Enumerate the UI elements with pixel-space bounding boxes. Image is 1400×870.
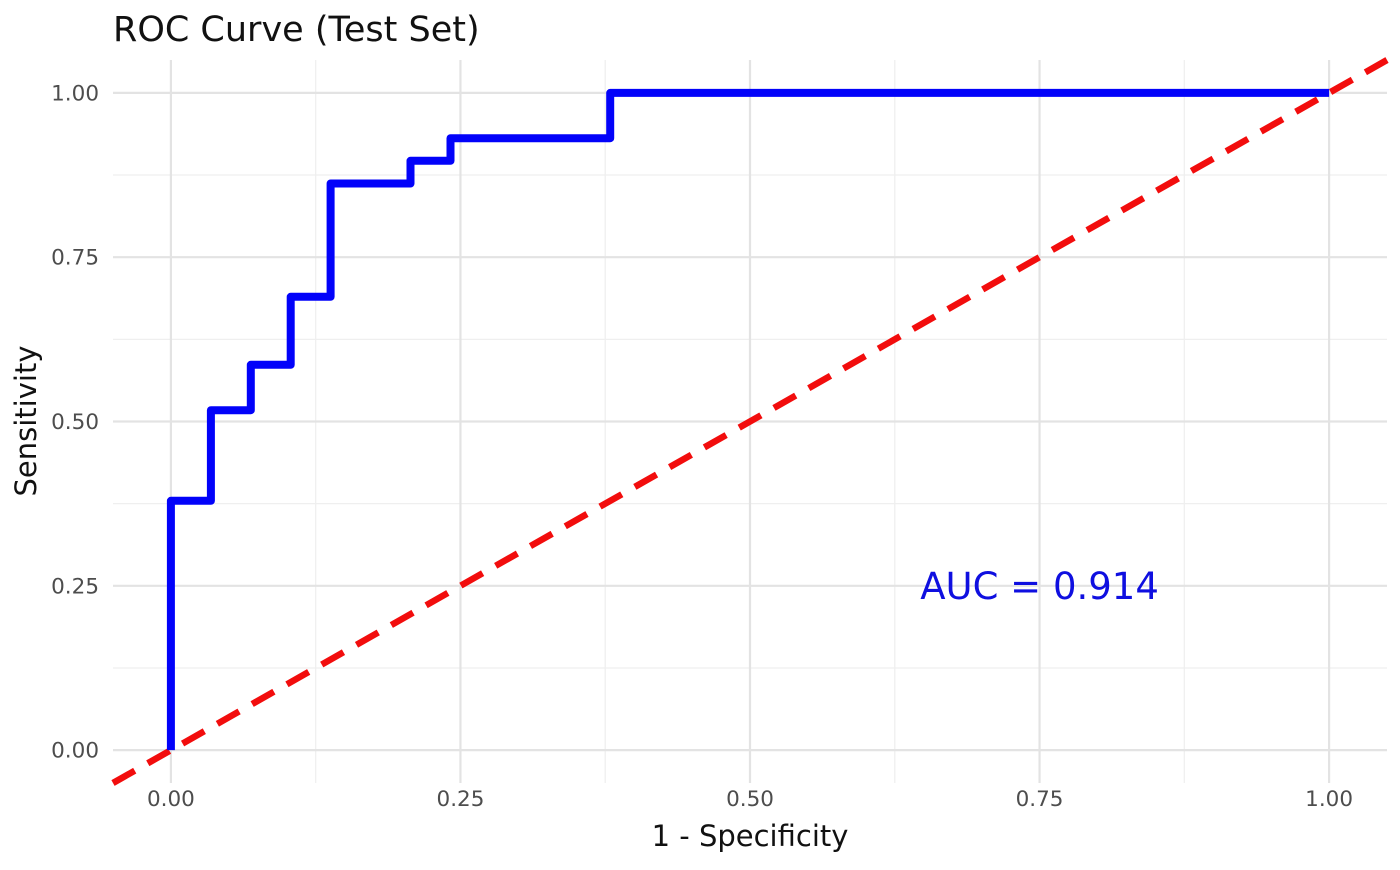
chance-diagonal-line <box>111 57 1389 786</box>
y-tick-label: 0.50 <box>51 410 99 435</box>
x-tick-label: 0.00 <box>147 787 195 812</box>
roc-curve-path <box>166 88 1330 751</box>
x-tick-label: 0.75 <box>1016 787 1064 812</box>
tick-labels: 0.00 0.25 0.50 0.75 1.00 0.00 0.25 0.50 0.75 1.00 <box>51 81 1353 812</box>
y-tick-label: 0.00 <box>51 739 99 764</box>
x-axis-title: 1 - Specificity <box>652 819 849 853</box>
y-tick-label: 0.75 <box>51 246 99 271</box>
y-tick-label: 0.25 <box>51 574 99 599</box>
y-axis-title: Sensitivity <box>9 346 43 497</box>
chart-title: ROC Curve (Test Set) <box>113 10 480 50</box>
roc-curve-layer <box>166 88 1330 751</box>
x-tick-label: 0.25 <box>437 787 485 812</box>
x-tick-label: 0.50 <box>726 787 774 812</box>
y-tick-label: 1.00 <box>51 81 99 106</box>
chance-diagonal-layer <box>111 57 1389 786</box>
x-tick-label: 1.00 <box>1305 787 1353 812</box>
auc-annotation: AUC = 0.914 <box>920 565 1159 608</box>
